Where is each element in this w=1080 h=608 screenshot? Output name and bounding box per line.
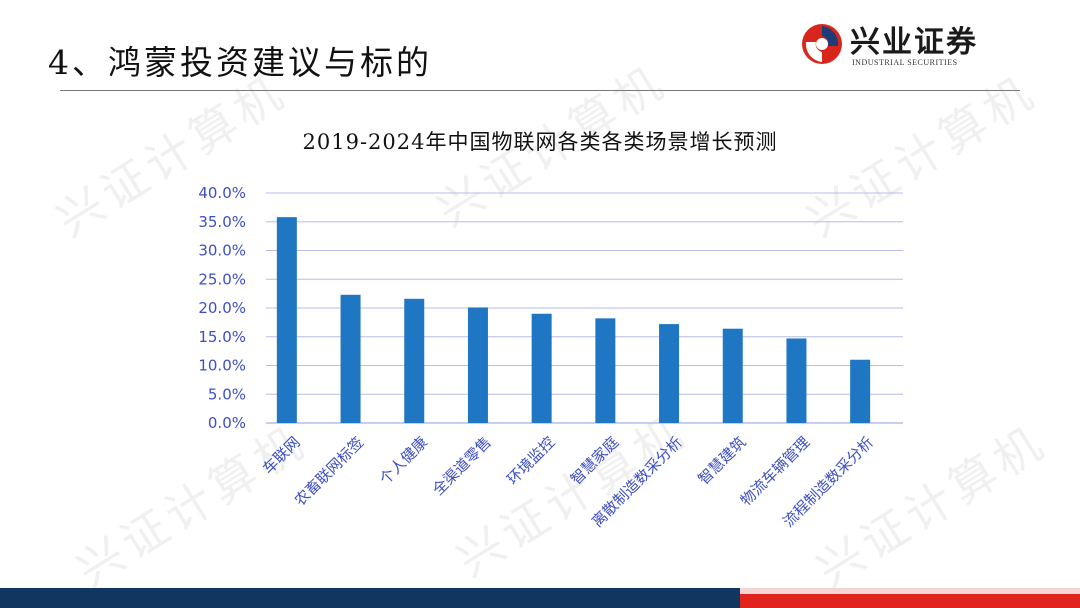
bar bbox=[531, 313, 552, 423]
y-tick-label: 15.0% bbox=[198, 328, 246, 346]
footer-bar-accent bbox=[740, 588, 1080, 594]
brand-name: 兴业证券 bbox=[850, 25, 978, 60]
y-axis: 0.0% 5.0% 10.0% 15.0% 20.0% 25.0% 30.0% 35.0% 40… bbox=[198, 184, 246, 432]
bar bbox=[722, 328, 743, 423]
page-title: 4、鸿蒙投资建议与标的 bbox=[48, 43, 432, 82]
x-tick-label: 车联网 bbox=[259, 433, 304, 478]
bar bbox=[595, 318, 616, 423]
y-tick-label: 30.0% bbox=[198, 242, 246, 260]
bar bbox=[786, 338, 807, 423]
x-tick-label: 环境监控 bbox=[503, 433, 558, 488]
x-tick-label: 智慧家庭 bbox=[567, 433, 622, 488]
bar bbox=[850, 359, 871, 423]
y-tick-label: 25.0% bbox=[198, 270, 246, 288]
bar-chart: 0.0% 5.0% 10.0% 15.0% 20.0% 25.0% 30.0% 35.0% 40… bbox=[198, 184, 903, 531]
bar bbox=[340, 294, 361, 423]
title-divider bbox=[60, 90, 1020, 91]
y-tick-label: 5.0% bbox=[208, 385, 246, 403]
footer-bar-red bbox=[740, 594, 1080, 608]
chart-bars bbox=[276, 217, 871, 423]
y-tick-label: 0.0% bbox=[208, 414, 246, 432]
chart-grid bbox=[266, 192, 903, 424]
brand-logo: 兴业证券 INDUSTRIAL SECURITIES bbox=[800, 20, 1020, 70]
brand-name-en: INDUSTRIAL SECURITIES bbox=[852, 58, 958, 67]
bar bbox=[659, 324, 680, 423]
chart-title: 2019-2024年中国物联网各类各类场景增长预测 bbox=[302, 130, 778, 154]
y-tick-label: 35.0% bbox=[198, 213, 246, 231]
footer-bar-blue bbox=[0, 588, 740, 608]
y-tick-label: 20.0% bbox=[198, 299, 246, 317]
bar bbox=[276, 217, 297, 423]
x-tick-label: 智慧建筑 bbox=[694, 433, 749, 488]
x-tick-label: 农畜联网标签 bbox=[291, 433, 367, 509]
x-tick-label: 个人健康 bbox=[376, 433, 431, 488]
bar bbox=[404, 298, 425, 423]
y-tick-label: 40.0% bbox=[198, 184, 246, 202]
x-tick-label: 全渠道零售 bbox=[429, 433, 495, 499]
brand-mark-icon bbox=[802, 24, 842, 64]
y-tick-label: 10.0% bbox=[198, 357, 246, 375]
bar bbox=[467, 307, 488, 423]
